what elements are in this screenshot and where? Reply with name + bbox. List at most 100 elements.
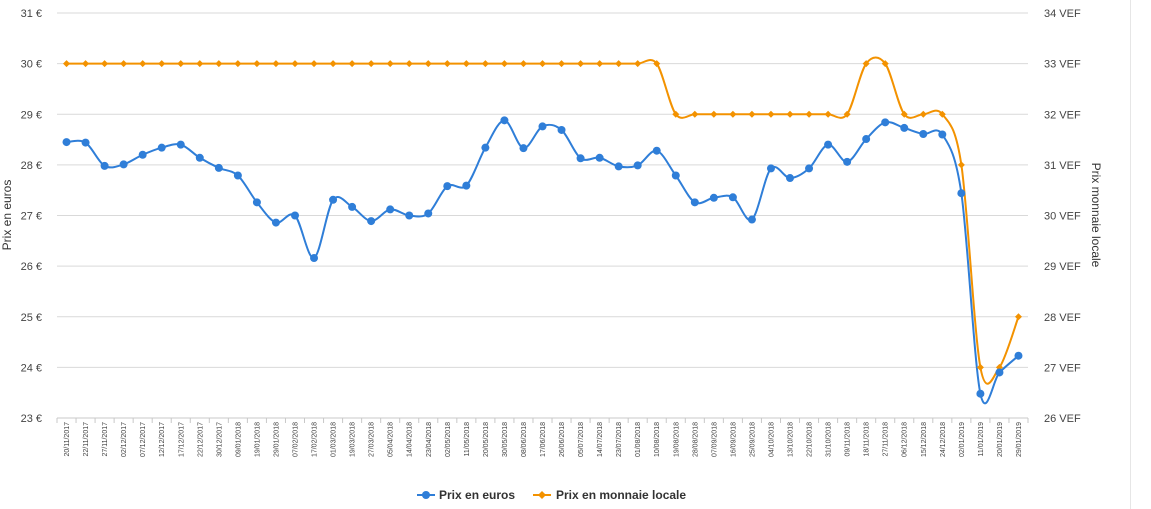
data-point-euros[interactable] xyxy=(443,182,452,191)
data-point-euros[interactable] xyxy=(481,143,490,152)
data-point-local[interactable] xyxy=(596,60,604,68)
data-point-local[interactable] xyxy=(862,60,870,68)
data-point-local[interactable] xyxy=(253,60,261,68)
data-point-euros[interactable] xyxy=(252,198,261,207)
data-point-euros[interactable] xyxy=(157,143,166,152)
data-point-euros[interactable] xyxy=(348,202,357,211)
data-point-local[interactable] xyxy=(824,110,832,118)
data-point-local[interactable] xyxy=(748,110,756,118)
data-point-local[interactable] xyxy=(158,60,166,68)
data-point-local[interactable] xyxy=(539,60,546,68)
data-point-euros[interactable] xyxy=(633,161,642,170)
data-point-local[interactable] xyxy=(424,60,432,68)
data-point-local[interactable] xyxy=(653,60,661,68)
data-point-euros[interactable] xyxy=(576,154,585,163)
data-point-local[interactable] xyxy=(558,60,566,68)
data-point-euros[interactable] xyxy=(786,174,795,183)
legend-item-local[interactable]: Prix en monnaie locale xyxy=(533,488,686,502)
data-point-local[interactable] xyxy=(881,60,889,68)
data-point-euros[interactable] xyxy=(290,211,299,220)
data-point-local[interactable] xyxy=(329,60,337,68)
data-point-euros[interactable] xyxy=(881,118,890,127)
data-point-euros[interactable] xyxy=(214,163,223,172)
data-point-euros[interactable] xyxy=(100,161,109,170)
data-point-local[interactable] xyxy=(234,60,242,68)
data-point-local[interactable] xyxy=(1014,313,1022,321)
data-point-euros[interactable] xyxy=(367,217,376,226)
data-point-local[interactable] xyxy=(367,60,375,68)
data-point-euros[interactable] xyxy=(671,171,680,180)
data-point-local[interactable] xyxy=(519,60,527,68)
data-point-local[interactable] xyxy=(634,60,642,68)
data-point-euros[interactable] xyxy=(119,160,128,169)
data-point-local[interactable] xyxy=(82,60,90,68)
data-point-euros[interactable] xyxy=(500,116,509,125)
data-point-local[interactable] xyxy=(767,110,775,118)
data-point-euros[interactable] xyxy=(995,368,1004,377)
data-point-euros[interactable] xyxy=(766,164,775,173)
data-point-local[interactable] xyxy=(101,60,109,68)
data-point-local[interactable] xyxy=(310,60,318,68)
data-point-euros[interactable] xyxy=(386,205,395,214)
data-point-local[interactable] xyxy=(500,60,508,68)
data-point-euros[interactable] xyxy=(176,140,185,149)
data-point-local[interactable] xyxy=(291,60,299,68)
data-point-local[interactable] xyxy=(672,110,680,118)
data-point-local[interactable] xyxy=(196,60,204,68)
data-point-euros[interactable] xyxy=(957,189,966,198)
data-point-euros[interactable] xyxy=(62,138,71,147)
data-point-local[interactable] xyxy=(976,363,984,371)
data-point-euros[interactable] xyxy=(424,209,433,218)
data-point-euros[interactable] xyxy=(557,125,566,134)
data-point-local[interactable] xyxy=(462,60,470,68)
data-point-local[interactable] xyxy=(481,60,489,68)
data-point-euros[interactable] xyxy=(138,150,147,159)
legend-item-euros[interactable]: Prix en euros xyxy=(417,488,515,502)
data-point-local[interactable] xyxy=(919,110,927,118)
data-point-euros[interactable] xyxy=(329,195,338,204)
data-point-local[interactable] xyxy=(786,110,794,118)
data-point-local[interactable] xyxy=(272,60,280,68)
data-point-euros[interactable] xyxy=(310,254,319,263)
data-point-euros[interactable] xyxy=(462,181,471,190)
data-point-local[interactable] xyxy=(938,110,946,118)
data-point-euros[interactable] xyxy=(614,162,623,171)
data-point-euros[interactable] xyxy=(747,215,756,224)
data-point-euros[interactable] xyxy=(233,171,242,180)
data-point-euros[interactable] xyxy=(519,144,528,153)
data-point-local[interactable] xyxy=(177,60,185,68)
data-point-local[interactable] xyxy=(63,60,71,68)
data-point-euros[interactable] xyxy=(900,123,909,132)
data-point-euros[interactable] xyxy=(728,193,737,202)
data-point-local[interactable] xyxy=(120,60,128,68)
data-point-euros[interactable] xyxy=(843,157,852,166)
data-point-local[interactable] xyxy=(348,60,356,68)
data-point-local[interactable] xyxy=(443,60,451,68)
data-point-euros[interactable] xyxy=(195,153,204,162)
data-point-local[interactable] xyxy=(710,110,718,118)
data-point-euros[interactable] xyxy=(709,193,718,202)
data-point-local[interactable] xyxy=(900,110,908,118)
data-point-euros[interactable] xyxy=(690,198,699,207)
data-point-euros[interactable] xyxy=(81,138,90,147)
data-point-euros[interactable] xyxy=(652,146,661,155)
data-point-local[interactable] xyxy=(139,60,147,68)
data-point-euros[interactable] xyxy=(976,389,985,398)
data-point-euros[interactable] xyxy=(862,135,871,144)
data-point-local[interactable] xyxy=(729,110,737,118)
data-point-euros[interactable] xyxy=(538,122,547,131)
data-point-local[interactable] xyxy=(405,60,413,68)
data-point-local[interactable] xyxy=(215,60,223,68)
data-point-euros[interactable] xyxy=(1014,351,1023,360)
data-point-local[interactable] xyxy=(691,110,699,118)
data-point-euros[interactable] xyxy=(824,140,833,149)
data-point-local[interactable] xyxy=(386,60,394,68)
data-point-local[interactable] xyxy=(805,110,813,118)
data-point-local[interactable] xyxy=(615,60,623,68)
data-point-local[interactable] xyxy=(843,110,851,118)
data-point-euros[interactable] xyxy=(805,164,814,173)
data-point-euros[interactable] xyxy=(938,130,947,139)
data-point-euros[interactable] xyxy=(405,211,414,220)
data-point-euros[interactable] xyxy=(595,153,604,162)
data-point-euros[interactable] xyxy=(919,129,928,138)
